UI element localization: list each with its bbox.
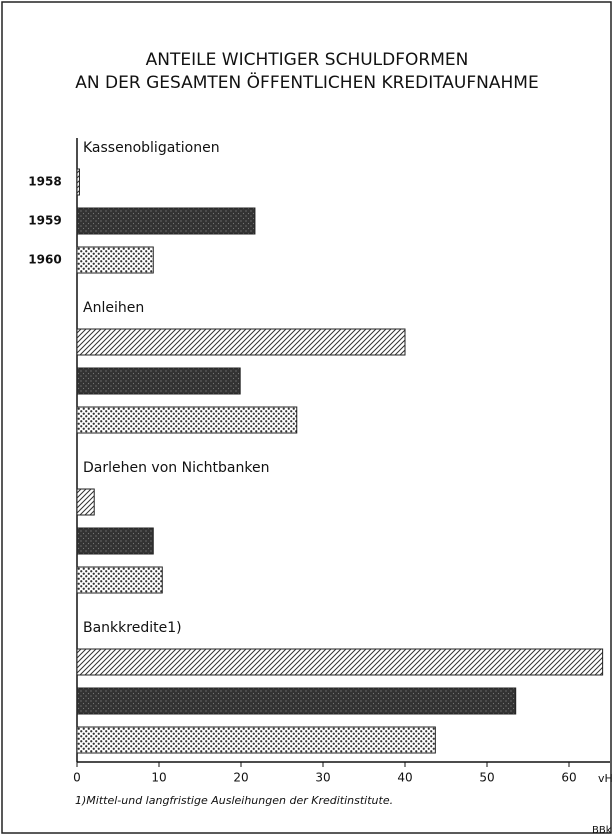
category-label: Bankkredite1) <box>83 620 182 636</box>
category-label: Kassenobligationen <box>83 140 220 156</box>
chart-title: ANTEILE WICHTIGER SCHULDFORMEN <box>146 50 469 70</box>
bar <box>76 328 406 356</box>
footnote: 1)Mittel-und langfristige Ausleihungen d… <box>75 794 393 807</box>
legend-label: 1960 <box>28 253 61 267</box>
legend-label: 1959 <box>28 214 61 228</box>
legend-label: 1958 <box>28 175 61 189</box>
x-tick-label: 10 <box>151 771 166 785</box>
x-axis-label: vH <box>598 772 613 785</box>
bar <box>76 566 163 594</box>
chart-title: AN DER GESAMTEN ÖFFENTLICHEN KREDITAUFNA… <box>75 71 538 93</box>
x-tick-label: 0 <box>73 771 81 785</box>
bar <box>76 246 154 274</box>
bar <box>76 648 604 676</box>
source: BBk <box>592 825 612 836</box>
x-tick-label: 40 <box>397 771 412 785</box>
bar <box>76 488 95 516</box>
bar <box>76 687 517 715</box>
bar <box>76 168 80 196</box>
bar <box>76 207 256 235</box>
bar <box>76 726 436 754</box>
x-tick-label: 30 <box>315 771 330 785</box>
x-tick-label: 20 <box>233 771 248 785</box>
bar <box>76 367 241 395</box>
x-tick-label: 60 <box>561 771 576 785</box>
bar <box>76 406 298 434</box>
category-label: Darlehen von Nichtbanken <box>83 460 269 476</box>
x-tick-label: 50 <box>479 771 494 785</box>
category-label: Anleihen <box>83 300 144 316</box>
bar <box>76 527 154 555</box>
